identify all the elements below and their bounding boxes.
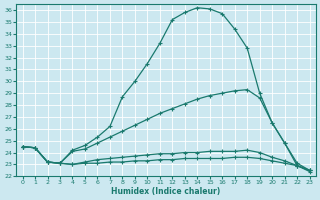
X-axis label: Humidex (Indice chaleur): Humidex (Indice chaleur) [111, 187, 221, 196]
